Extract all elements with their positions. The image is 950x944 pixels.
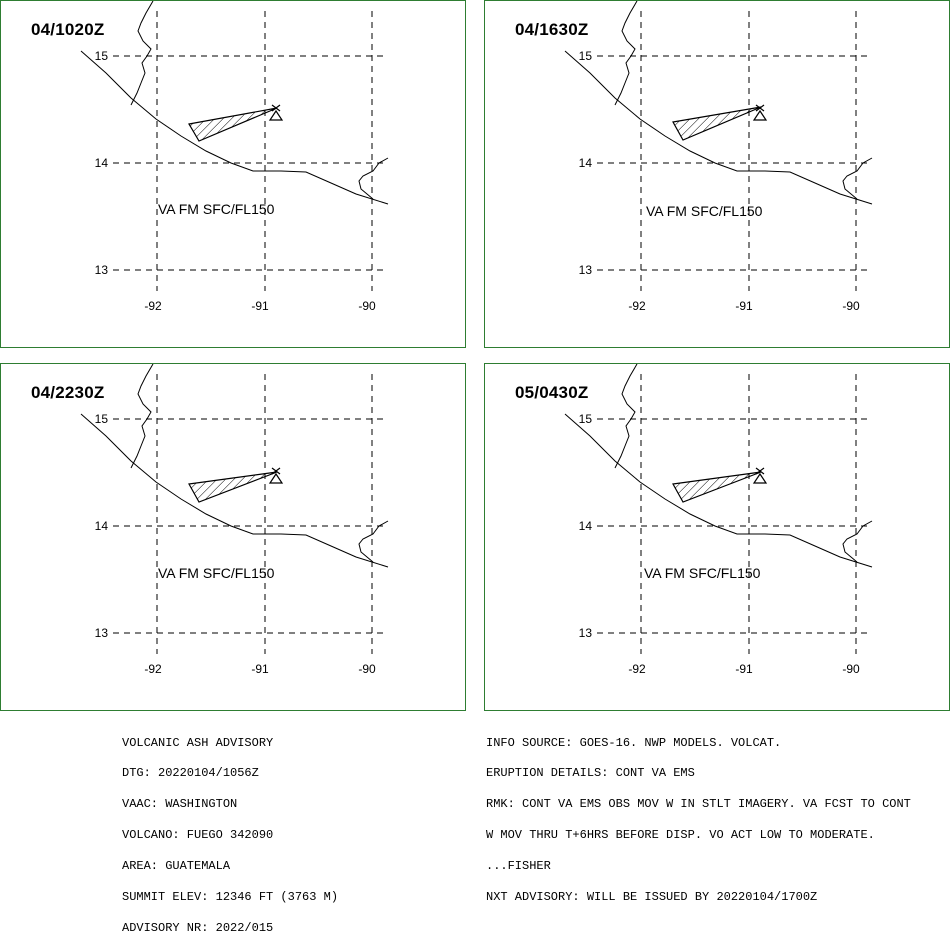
advisory-details-block: INFO SOURCE: GOES-16. NWP MODELS. VOLCAT…	[486, 717, 911, 913]
lat-lon-grid	[113, 374, 384, 654]
advisory-number: ADVISORY NR: 2022/015	[122, 920, 274, 935]
map-svg: 15 14 13 -92 -91 -90 VA FM SFC/FL150	[564, 364, 873, 676]
lon-label-91: -91	[251, 662, 269, 676]
lat-label-15: 15	[95, 412, 109, 426]
ash-altitude-label: VA FM SFC/FL150	[158, 565, 275, 581]
lat-label-15: 15	[95, 49, 109, 63]
advisory-next: NXT ADVISORY: WILL BE ISSUED BY 20220104…	[486, 890, 818, 905]
advisory-eruption-details: ERUPTION DETAILS: CONT VA EMS	[486, 766, 695, 781]
lat-label-13: 13	[95, 626, 109, 640]
coastline	[564, 364, 873, 568]
lon-label-91: -91	[251, 299, 269, 313]
map-panel-3: 15 14 13 -92 -91 -90 VA FM SFC/FL150 04/…	[0, 363, 466, 711]
lon-label-91: -91	[735, 299, 753, 313]
ash-altitude-label: VA FM SFC/FL150	[644, 565, 761, 581]
map-panel-2: 15 14 13 -92 -91 -90 VA FM SFC/FL150 04/…	[484, 0, 950, 348]
lat-lon-grid	[113, 11, 384, 291]
advisory-info-source: INFO SOURCE: GOES-16. NWP MODELS. VOLCAT…	[486, 735, 782, 750]
coastline	[80, 1, 389, 205]
ash-altitude-label: VA FM SFC/FL150	[158, 201, 275, 217]
map-svg: 15 14 13 -92 -91 -90 VA FM SFC/FL150	[80, 364, 389, 676]
map-svg: 15 14 13 -92 -91 -90 VA FM SFC/FL150	[564, 1, 873, 313]
volcano-icon	[268, 104, 284, 121]
lat-label-13: 13	[579, 626, 593, 640]
lon-label-92: -92	[144, 662, 162, 676]
map-panel-1: 15 14 13 -92 -91 -90 VA FM SFC/FL150 04/…	[0, 0, 466, 348]
map-svg: 15 14 13 -92 -91 -90 VA FM SFC/FL150	[80, 1, 389, 313]
ash-polygon	[672, 471, 762, 503]
advisory-volcano: VOLCANO: FUEGO 342090	[122, 828, 274, 843]
lat-label-14: 14	[95, 519, 109, 533]
lat-label-14: 14	[579, 519, 593, 533]
forecast-time-label: 04/2230Z	[31, 383, 105, 402]
advisory-area: AREA: GUATEMALA	[122, 859, 231, 874]
lon-label-90: -90	[358, 662, 376, 676]
lon-label-92: -92	[144, 299, 162, 313]
lat-label-14: 14	[579, 156, 593, 170]
advisory-header-block: VOLCANIC ASH ADVISORY DTG: 20220104/1056…	[122, 717, 338, 944]
lon-label-92: -92	[628, 662, 646, 676]
ash-altitude-label: VA FM SFC/FL150	[646, 203, 763, 219]
advisory-forecaster: ...FISHER	[486, 859, 551, 874]
ash-polygon	[672, 106, 762, 141]
advisory-remarks-line-1: RMK: CONT VA EMS OBS MOV W IN STLT IMAGE…	[486, 797, 911, 812]
lat-label-13: 13	[95, 263, 109, 277]
lat-label-14: 14	[95, 156, 109, 170]
ash-polygon	[188, 107, 278, 142]
lat-label-15: 15	[579, 49, 593, 63]
lon-label-90: -90	[842, 299, 860, 313]
forecast-time-label: 04/1630Z	[515, 20, 589, 39]
coastline	[80, 364, 389, 568]
advisory-remarks-line-2: W MOV THRU T+6HRS BEFORE DISP. VO ACT LO…	[486, 828, 875, 843]
lon-label-92: -92	[628, 299, 646, 313]
lon-label-91: -91	[735, 662, 753, 676]
forecast-time-label: 04/1020Z	[31, 20, 105, 39]
lon-label-90: -90	[842, 662, 860, 676]
coastline	[564, 1, 873, 205]
advisory-vaac: VAAC: WASHINGTON	[122, 797, 238, 812]
volcano-icon	[752, 467, 768, 484]
ash-polygon	[188, 471, 278, 503]
forecast-time-label: 05/0430Z	[515, 383, 589, 402]
map-panel-4: 15 14 13 -92 -91 -90 VA FM SFC/FL150 05/…	[484, 363, 950, 711]
volcano-icon	[752, 104, 768, 121]
lat-label-13: 13	[579, 263, 593, 277]
advisory-title: VOLCANIC ASH ADVISORY	[122, 735, 274, 750]
lon-label-90: -90	[358, 299, 376, 313]
lat-label-15: 15	[579, 412, 593, 426]
advisory-summit-elev: SUMMIT ELEV: 12346 FT (3763 M)	[122, 890, 339, 905]
lat-lon-grid	[597, 11, 868, 291]
volcano-icon	[268, 467, 284, 484]
advisory-dtg: DTG: 20220104/1056Z	[122, 766, 259, 781]
lat-lon-grid	[597, 374, 868, 654]
